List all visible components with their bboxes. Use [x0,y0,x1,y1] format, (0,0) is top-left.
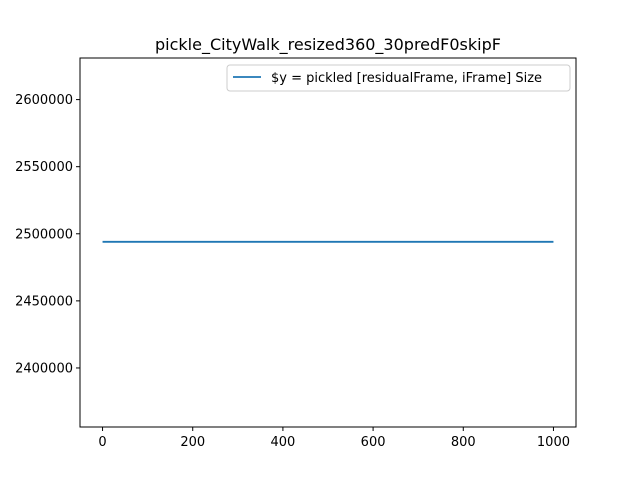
x-tick-label: 0 [98,435,106,450]
x-tick-label: 400 [270,435,295,450]
y-tick-label: 2400000 [15,361,73,376]
x-tick-label: 800 [451,435,476,450]
x-axis: 0 200 400 600 800 1000 [98,427,570,450]
x-tick-label: 600 [361,435,386,450]
y-tick-label: 2600000 [15,93,73,108]
y-tick-label: 2500000 [15,227,73,242]
y-tick-label: 2450000 [15,294,73,309]
legend-label: $y = pickled [residualFrame, iFrame] Siz… [271,71,542,86]
legend-box [226,64,571,92]
x-tick-label: 1000 [537,435,570,450]
y-tick-label: 2550000 [15,160,73,175]
chart-title: pickle_CityWalk_resized360_30predF0skipF [155,35,501,55]
x-tick-label: 200 [180,435,205,450]
y-axis: 2400000 2450000 2500000 2550000 2600000 [15,93,80,376]
plot-area [79,57,577,428]
legend: $y = pickled [residualFrame, iFrame] Siz… [226,64,571,92]
